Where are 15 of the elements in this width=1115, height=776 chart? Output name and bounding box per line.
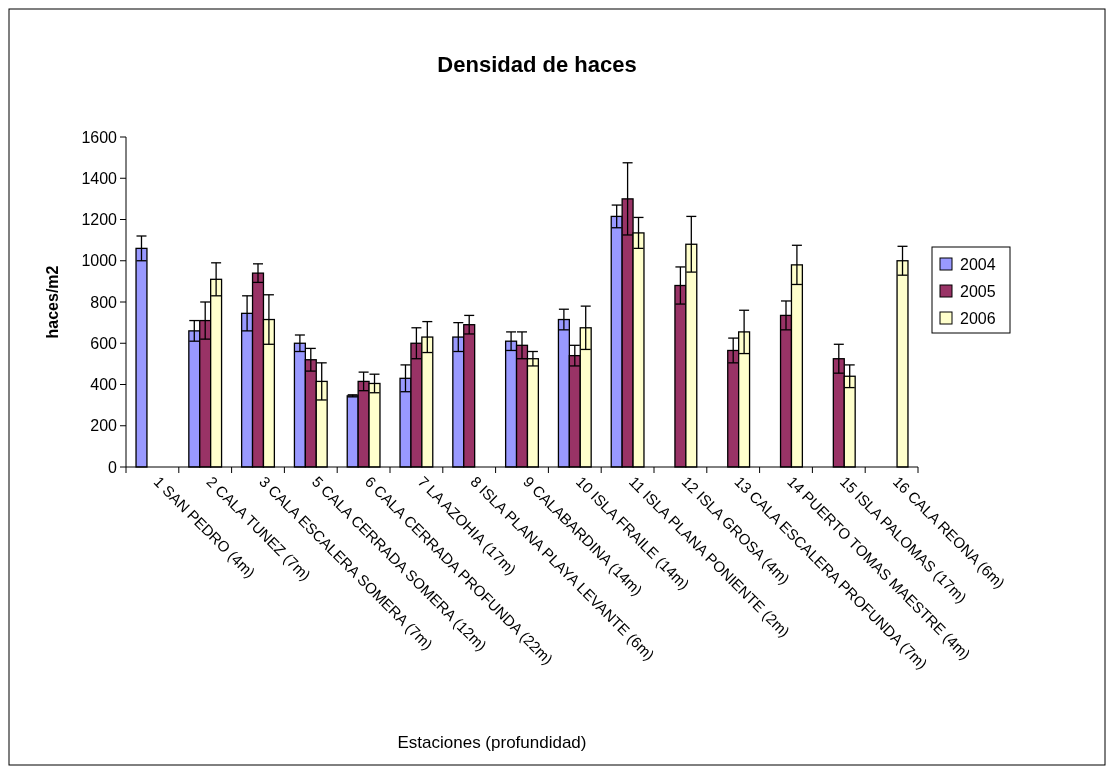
y-tick-label: 1200: [81, 211, 118, 229]
chart-title: Densidad de haces: [437, 52, 637, 77]
y-tick-label: 800: [90, 293, 118, 311]
y-tick-label: 400: [90, 376, 118, 394]
y-tick-label: 1600: [81, 128, 118, 146]
legend-label: 2006: [960, 309, 996, 327]
y-tick-label: 600: [90, 334, 118, 352]
legend-label: 2004: [960, 255, 996, 273]
y-tick-label: 1400: [81, 169, 118, 187]
y-tick-label: 0: [108, 458, 118, 476]
y-axis-title: haces/m2: [44, 265, 61, 339]
y-tick-label: 200: [90, 417, 118, 435]
x-axis-title: Estaciones (profundidad): [397, 733, 587, 752]
legend-label: 2005: [960, 282, 996, 300]
y-tick-label: 1000: [81, 252, 118, 270]
